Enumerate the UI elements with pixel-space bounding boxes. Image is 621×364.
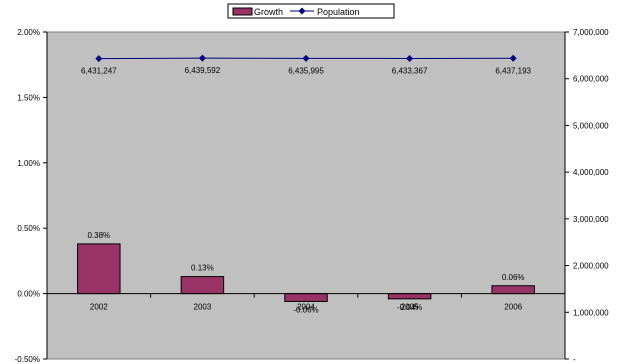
population-marker [509, 54, 517, 62]
population-marker [406, 54, 414, 62]
population-marker [302, 54, 310, 62]
growth-data-label: 0.13% [191, 264, 214, 273]
right-axis-tick-label: 3,000,000 [573, 215, 609, 224]
right-axis-tick-label: 2,000,000 [573, 262, 609, 271]
plot-area [46, 31, 566, 360]
growth-data-label: -0.04% [397, 303, 422, 312]
right-axis-tick-label: 5,000,000 [573, 121, 609, 130]
population-data-label: 6,439,592 [185, 66, 221, 75]
growth-bar [180, 276, 225, 295]
x-category-label: 2006 [504, 303, 522, 312]
population-data-label: 6,437,193 [495, 66, 531, 75]
legend: Growth Population [227, 3, 395, 19]
growth-bar [387, 293, 432, 300]
population-data-label: 6,431,247 [81, 67, 117, 76]
left-axis-tick-label: 0.50% [17, 224, 40, 233]
left-axis-tick-label: 1.00% [17, 159, 40, 168]
right-axis-tick-label: 7,000,000 [573, 28, 609, 37]
population-data-label: 6,435,995 [288, 66, 324, 75]
legend-population-marker [298, 7, 306, 15]
legend-growth-label: Growth [254, 7, 283, 17]
x-category-label: 2003 [194, 303, 212, 312]
growth-data-label: -0.06% [293, 305, 318, 314]
left-axis-tick-label: -0.50% [15, 355, 40, 364]
x-category-label: 2004 [297, 303, 315, 312]
right-axis-tick-label: 4,000,000 [573, 168, 609, 177]
right-axis-tick-label: 1,000,000 [573, 308, 609, 317]
growth-bar [284, 293, 328, 302]
left-axis-tick-label: 2.00% [17, 28, 40, 37]
legend-growth-swatch [232, 7, 253, 16]
population-marker [95, 55, 103, 63]
left-axis-tick-label: 0.00% [17, 290, 40, 299]
population-data-label: 6,433,367 [392, 66, 428, 75]
growth-data-label: 0.38% [87, 231, 110, 240]
legend-population-label: Population [317, 7, 360, 17]
left-axis-tick-label: 1.50% [17, 93, 40, 102]
x-category-label: 2005 [401, 303, 419, 312]
right-axis-tick-label: 6,000,000 [573, 75, 609, 84]
right-axis-tick-label: - [573, 355, 576, 364]
growth-data-label: 0.06% [502, 273, 525, 282]
population-marker [198, 54, 206, 62]
x-category-label: 2002 [90, 303, 108, 312]
growth-bar [491, 285, 535, 295]
growth-bar [77, 243, 121, 295]
